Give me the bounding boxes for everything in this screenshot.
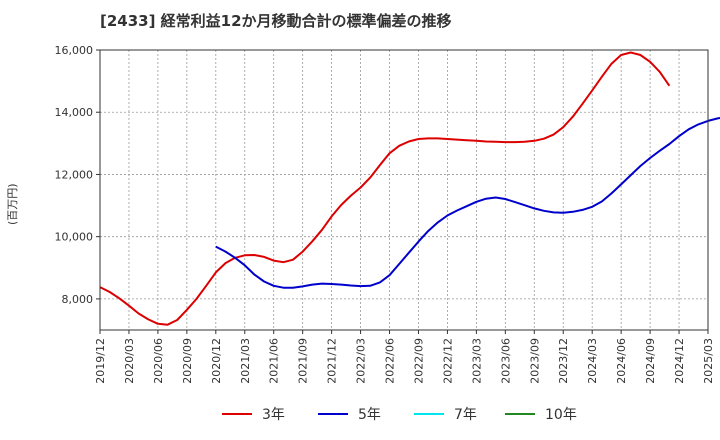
x-tick-label: 2022/03 [355,338,368,384]
plot-frame [99,49,709,331]
legend-label: 3年 [262,407,285,423]
x-tick-label: 2020/12 [210,338,223,384]
series-line-3年 [99,51,671,326]
x-tick-label: 2024/06 [615,338,628,384]
legend: 3年 5年 7年 10年 [222,407,577,423]
x-tick-label: 2022/06 [384,338,397,384]
y-axis-ticks: 8,000 10,000 12,000 14,000 16,000 [55,44,100,306]
x-tick-label: 2024/03 [586,338,599,384]
x-tick-label: 2020/09 [181,338,194,384]
y-tick-label: 12,000 [55,168,94,181]
series-line-5年 [215,116,720,289]
x-tick-label: 2023/03 [470,338,483,384]
y-tick-label: 10,000 [55,231,94,244]
x-tick-label: 2022/12 [441,338,454,384]
legend-label: 10年 [545,407,577,423]
x-tick-label: 2021/12 [326,338,339,384]
x-tick-label: 2025/03 [702,338,715,384]
x-tick-label: 2020/06 [152,338,165,384]
legend-label: 7年 [454,407,477,423]
x-tick-label: 2021/03 [239,338,252,384]
x-tick-label: 2020/03 [123,338,136,384]
x-tick-label: 2022/09 [412,338,425,384]
y-tick-label: 16,000 [55,44,94,57]
x-tick-label: 2023/12 [557,338,570,384]
x-tick-label: 2021/09 [297,338,310,384]
chart-title: [2433] 経常利益12か月移動合計の標準偏差の推移 [100,12,452,30]
x-tick-label: 2024/09 [644,338,657,384]
x-tick-label: 2019/12 [94,338,107,384]
plot-area [100,50,708,330]
x-tick-label: 2023/09 [528,338,541,384]
x-tick-label: 2024/12 [673,338,686,384]
legend-label: 5年 [358,407,381,423]
y-tick-label: 8,000 [62,293,94,306]
y-tick-label: 14,000 [55,106,94,119]
x-tick-label: 2021/06 [268,338,281,384]
x-axis-ticks: 2019/12 2020/03 2020/06 2020/09 2020/12 2021/… [94,330,715,384]
series-lines [99,51,720,326]
x-tick-label: 2023/06 [499,338,512,384]
